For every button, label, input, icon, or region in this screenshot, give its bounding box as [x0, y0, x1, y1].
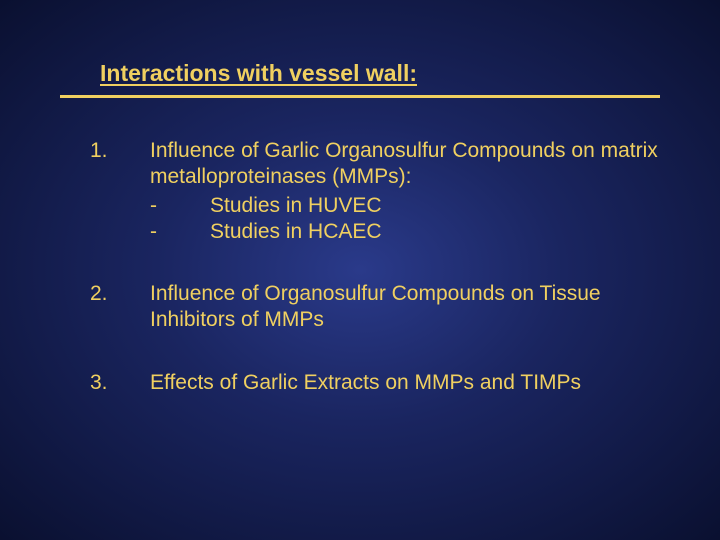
sub-item: - Studies in HUVEC — [150, 193, 660, 219]
item-text: Influence of Garlic Organosulfur Compoun… — [150, 139, 658, 188]
slide-title: Interactions with vessel wall: — [100, 60, 660, 87]
item-list: 1. Influence of Garlic Organosulfur Comp… — [60, 138, 660, 396]
list-item: 3. Effects of Garlic Extracts on MMPs an… — [90, 370, 660, 396]
item-body: Influence of Organosulfur Compounds on T… — [150, 281, 660, 334]
list-item: 2. Influence of Organosulfur Compounds o… — [90, 281, 660, 334]
item-text: Effects of Garlic Extracts on MMPs and T… — [150, 371, 581, 394]
item-number: 3. — [90, 370, 150, 396]
sub-text: Studies in HCAEC — [210, 219, 382, 245]
item-body: Influence of Garlic Organosulfur Compoun… — [150, 138, 660, 245]
sub-dash: - — [150, 219, 210, 245]
sub-dash: - — [150, 193, 210, 219]
sub-item: - Studies in HCAEC — [150, 219, 660, 245]
item-text: Influence of Organosulfur Compounds on T… — [150, 282, 601, 331]
slide: Interactions with vessel wall: 1. Influe… — [0, 0, 720, 540]
sub-list: - Studies in HUVEC - Studies in HCAEC — [150, 193, 660, 246]
sub-text: Studies in HUVEC — [210, 193, 382, 219]
item-number: 2. — [90, 281, 150, 334]
item-number: 1. — [90, 138, 150, 245]
item-body: Effects of Garlic Extracts on MMPs and T… — [150, 370, 660, 396]
list-item: 1. Influence of Garlic Organosulfur Comp… — [90, 138, 660, 245]
title-rule — [60, 95, 660, 98]
